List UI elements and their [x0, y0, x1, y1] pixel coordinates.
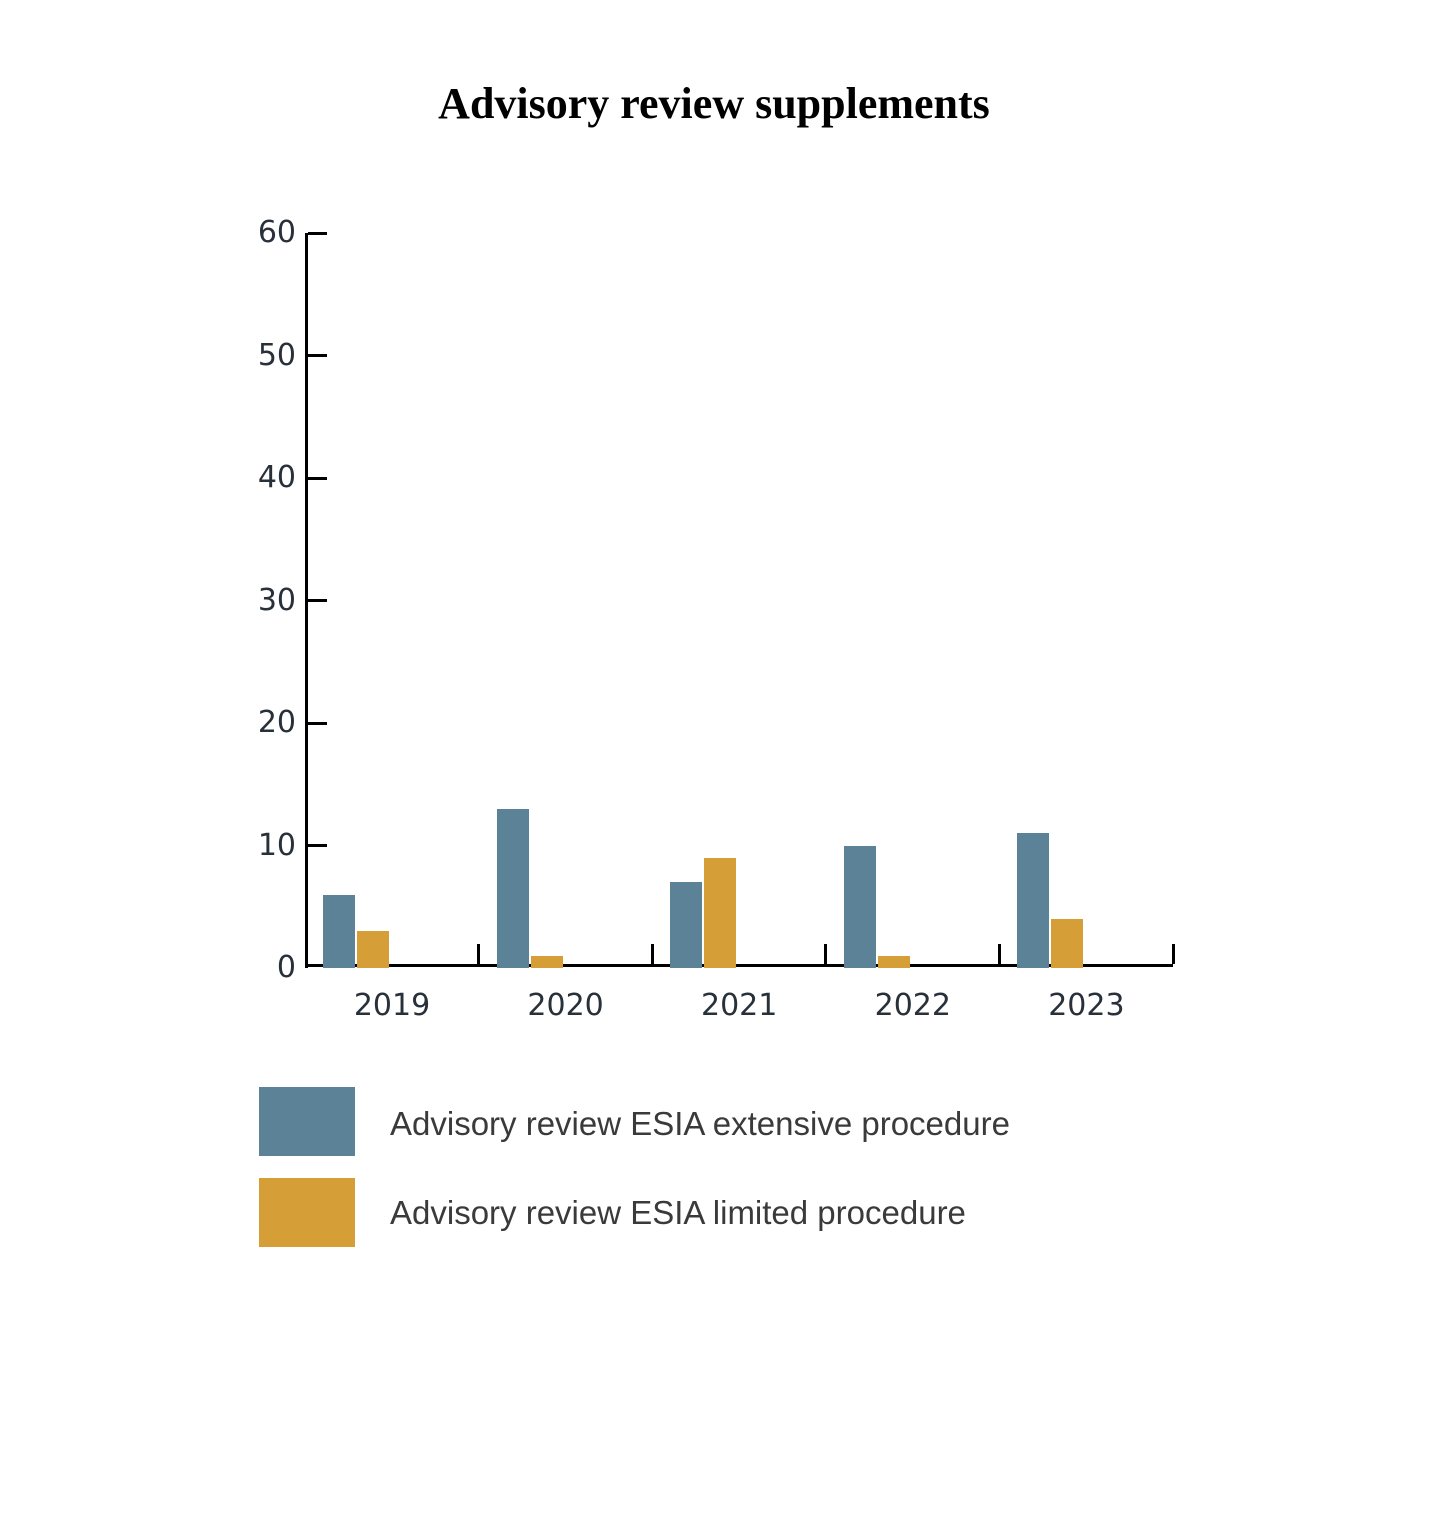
- x-axis-tick-label: 2022: [874, 988, 951, 1023]
- legend-swatch-limited: [259, 1178, 355, 1247]
- bar-2022-extensive: [843, 845, 876, 968]
- x-axis-tick-label: 2021: [701, 988, 778, 1023]
- x-axis-tick: [997, 944, 1001, 964]
- bar-2023-limited: [1051, 919, 1084, 968]
- legend-label-extensive: Advisory review ESIA extensive procedure: [390, 1105, 1010, 1142]
- x-axis-line: [305, 964, 1173, 967]
- y-axis-tick-label: 0: [276, 950, 296, 985]
- y-axis-tick-label: 30: [257, 582, 296, 618]
- y-axis-tick: [308, 721, 327, 725]
- chart-title: Advisory review supplements: [438, 79, 990, 128]
- y-axis-tick: [308, 354, 327, 357]
- bar-2022-limited: [877, 955, 910, 968]
- y-axis-tick-label: 60: [257, 215, 296, 250]
- y-axis-tick-label: 40: [257, 460, 296, 495]
- bar-2020-extensive: [496, 808, 529, 968]
- bar-2021-extensive: [670, 882, 703, 968]
- x-axis-tick-label: 2023: [1048, 988, 1125, 1023]
- bar-2023-extensive: [1017, 833, 1050, 968]
- legend-label-limited: Advisory review ESIA limited procedure: [390, 1194, 966, 1231]
- y-axis-line: [305, 233, 308, 968]
- bar-2021-limited: [704, 857, 737, 968]
- bar-2019-extensive: [323, 894, 355, 968]
- y-axis-tick: [308, 599, 327, 602]
- x-axis-tick-label: 2020: [527, 988, 604, 1023]
- legend-swatch-extensive: [259, 1087, 355, 1156]
- x-axis-tick: [650, 944, 654, 964]
- y-axis-tick-label: 10: [257, 827, 296, 863]
- x-axis-tick: [1171, 944, 1175, 964]
- x-axis-tick: [477, 944, 481, 964]
- bar-2020-limited: [530, 955, 563, 968]
- x-axis-tick-label: 2019: [353, 988, 431, 1023]
- y-axis-tick: [308, 476, 327, 480]
- y-axis-tick-label: 50: [257, 337, 296, 373]
- x-axis-tick: [824, 944, 828, 964]
- y-axis-tick: [308, 844, 327, 847]
- y-axis-tick-label: 20: [257, 705, 296, 740]
- y-axis-tick: [308, 231, 327, 235]
- bar-2019-limited: [357, 931, 389, 968]
